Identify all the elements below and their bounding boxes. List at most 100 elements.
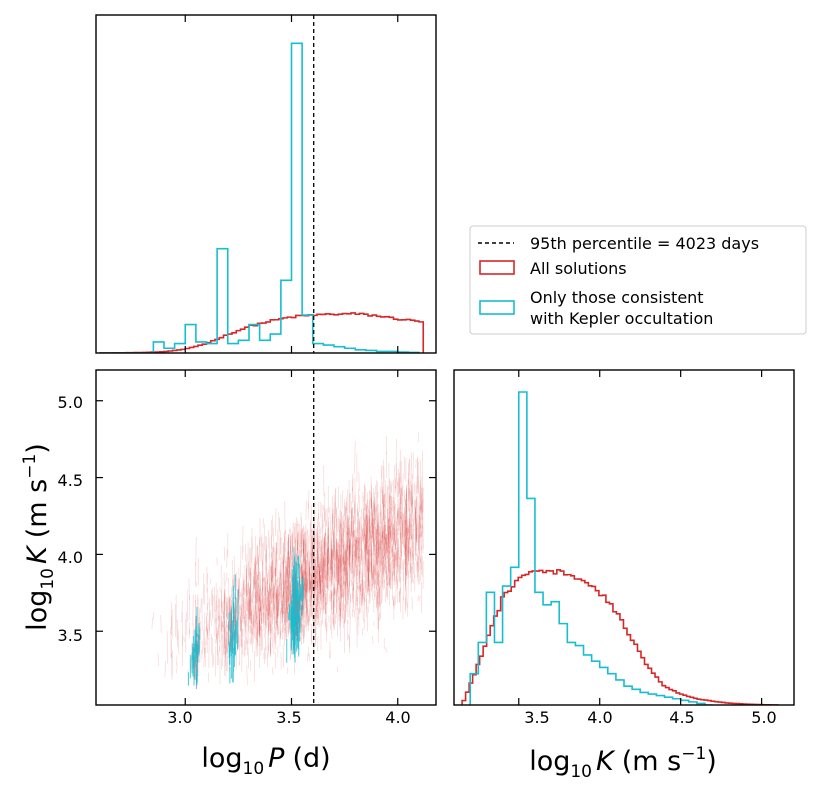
scatter-solution-mark (171, 650, 173, 676)
scatter-solution-mark (387, 518, 390, 528)
scatter-solution-mark (399, 477, 401, 509)
scatter-solution-mark (190, 656, 192, 670)
scatter-solution-mark (337, 590, 340, 601)
scatter-solution-mark (181, 600, 183, 623)
scatter-solution-mark (382, 531, 384, 541)
scatter-solution-mark (355, 540, 358, 560)
scatter-solution-mark (351, 532, 354, 553)
scatter-solution-mark (347, 527, 350, 552)
scatter-solution-mark (232, 580, 234, 602)
scatter-solution-mark (164, 660, 166, 677)
scatter-solution-mark (300, 617, 302, 624)
scatter-solution-mark (389, 480, 392, 514)
right-x-axis-label: log10 K (m s−1) (529, 744, 717, 782)
scatter-solution-mark (334, 571, 336, 594)
scatter-solution-mark (250, 596, 253, 625)
scatter-solution-mark (416, 515, 418, 544)
legend-label-kepler-line1: Only those consistent (530, 288, 704, 307)
scatter-solution-mark (335, 535, 337, 557)
scatter-solution-mark (368, 519, 370, 533)
main-y-tick-label: 3.5 (58, 626, 83, 645)
scatter-solution-mark (391, 572, 394, 600)
scatter-solution-mark (265, 553, 267, 563)
scatter-solution-mark (408, 473, 410, 495)
scatter-solution-mark (246, 665, 248, 685)
scatter-solution-mark (275, 508, 277, 537)
scatter-solution-mark (415, 495, 418, 514)
scatter-solution-mark (342, 569, 344, 579)
scatter-solution-mark (374, 544, 376, 559)
scatter-solution-mark (259, 536, 261, 563)
scatter-solution-mark (367, 576, 369, 593)
scatter-solution-mark (356, 569, 358, 581)
scatter-solution-mark (332, 599, 334, 609)
scatter-solution-mark (306, 598, 308, 614)
scatter-solution-mark (281, 583, 283, 610)
scatter-solution-mark (311, 604, 313, 619)
scatter-solution-mark (319, 558, 321, 575)
scatter-solution-mark (369, 579, 371, 587)
scatter-solution-mark (391, 546, 393, 558)
scatter-solution-mark (377, 541, 379, 565)
scatter-solution-mark (205, 626, 207, 632)
scatter-solution-mark (316, 579, 318, 593)
scatter-solution-mark (357, 537, 359, 559)
scatter-solution-mark (324, 557, 327, 581)
scatter-solution-mark (355, 564, 357, 576)
main-x-tick-label: 3.0 (167, 708, 192, 727)
scatter-solution-mark (360, 537, 362, 551)
scatter-solution-mark (258, 585, 260, 601)
scatter-solution-mark (346, 577, 348, 588)
scatter-solution-mark (383, 494, 385, 510)
scatter-solution-mark (304, 581, 306, 600)
right-all-solutions-histogram (461, 569, 779, 705)
scatter-solution-mark (235, 650, 237, 670)
main-x-axis-label: log10 P (d) (201, 743, 330, 779)
scatter-solution-mark (322, 574, 324, 588)
legend-swatch-kepler (479, 300, 515, 315)
scatter-solution-mark (358, 585, 361, 615)
scatter-solution-mark (205, 640, 208, 646)
scatter-solution-mark (314, 559, 316, 570)
scatter-solution-mark (225, 612, 228, 628)
scatter-solution-mark (365, 539, 367, 551)
scatter-solution-mark (417, 455, 419, 478)
scatter-solution-mark (266, 567, 268, 579)
scatter-solution-mark (404, 519, 406, 550)
scatter-solution-mark (369, 490, 371, 509)
main-panel-frame (95, 369, 437, 706)
scatter-solution-mark (396, 517, 398, 545)
scatter-solution-mark (336, 567, 338, 594)
scatter-solution-mark (350, 509, 352, 538)
scatter-solution-mark (339, 594, 341, 627)
scatter-solution-mark (343, 521, 345, 528)
scatter-solution-mark (259, 620, 261, 638)
scatter-solution-mark (254, 610, 256, 639)
scatter-solution-mark (324, 536, 326, 567)
scatter-solution-mark (265, 646, 267, 660)
scatter-solution-mark (345, 539, 348, 548)
scatter-solution-mark (272, 593, 274, 604)
scatter-solution-mark (349, 594, 351, 614)
scatter-solution-mark (241, 594, 243, 600)
scatter-solution-mark (315, 594, 317, 627)
scatter-solution-mark (303, 540, 305, 572)
scatter-solution-mark (289, 552, 291, 576)
scatter-solution-mark (405, 527, 408, 554)
scatter-solution-mark (263, 577, 265, 597)
scatter-solution-mark (200, 598, 202, 613)
scatter-solution-mark (318, 556, 320, 584)
scatter-solution-mark (405, 499, 407, 506)
scatter-solution-mark (402, 523, 404, 536)
scatter-solution-mark (254, 582, 256, 597)
scatter-solution-mark (378, 592, 380, 610)
scatter-solution-mark (331, 530, 333, 558)
scatter-solution-mark (396, 547, 398, 567)
scatter-solution-mark (308, 653, 311, 661)
scatter-solution-mark (287, 556, 289, 576)
scatter-solution-mark (260, 600, 262, 631)
main-y-axis-label: log10K(m s−1) (20, 443, 58, 631)
scatter-solution-mark (384, 553, 386, 575)
scatter-solution-mark (307, 604, 309, 616)
scatter-solution-mark (376, 569, 378, 576)
